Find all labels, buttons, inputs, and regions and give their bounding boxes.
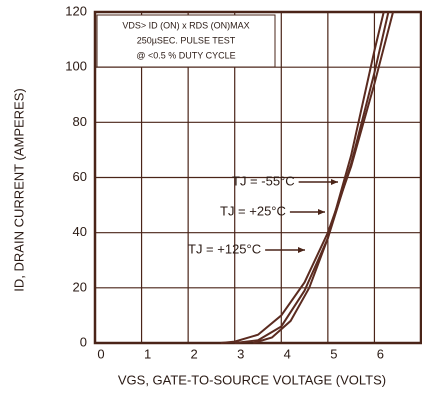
y-tick-label: 40: [73, 224, 87, 239]
plot-frame: [93, 10, 422, 345]
y-tick-label: 60: [73, 169, 87, 184]
x-tick-label: 5: [330, 346, 337, 361]
arrow-head: [298, 247, 305, 253]
curve: [220, 11, 395, 344]
x-axis-title: VGS, GATE-TO-SOURCE VOLTAGE (VOLTS): [118, 372, 386, 387]
annotation: @ <0.5 % DUTY CYCLE: [136, 50, 235, 60]
x-tick-label: 4: [284, 346, 291, 361]
x-tick-label: 3: [237, 346, 244, 361]
y-axis-title: ID, DRAIN CURRENT (AMPERES): [11, 88, 26, 291]
y-tick-label: 80: [73, 114, 87, 129]
curve: [253, 11, 385, 344]
x-tick-label: 6: [377, 346, 384, 361]
x-tick-label: 0: [97, 346, 104, 361]
series-label: TJ = +25°C: [220, 203, 286, 218]
series-label: TJ = +125°C: [188, 241, 261, 256]
annotation-box: [96, 14, 276, 68]
y-tick-label: 100: [65, 59, 87, 74]
curve: [234, 11, 390, 344]
y-tick-label: 20: [73, 279, 87, 294]
annotation: VDS> ID (ON) x RDS (ON)MAX: [122, 20, 249, 30]
y-tick-label: 120: [65, 3, 87, 18]
x-tick-label: 2: [191, 346, 198, 361]
x-tick-label: 1: [144, 346, 151, 361]
arrow-head: [331, 179, 338, 185]
arrow-head: [318, 209, 325, 215]
series-label: TJ = -55°C: [232, 173, 295, 188]
annotation: 250µSEC. PULSE TEST: [137, 35, 236, 45]
y-tick-label: 0: [80, 334, 87, 349]
